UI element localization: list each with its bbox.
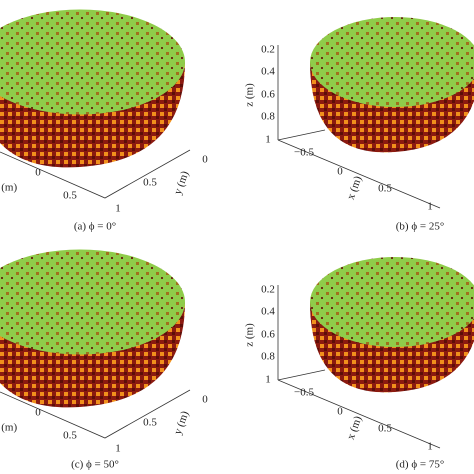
- axis-label: −0.5: [294, 147, 314, 159]
- caption: (b) ϕ = 25°: [396, 221, 444, 233]
- axis-label: 0: [202, 394, 208, 406]
- axis-label: y (m): [172, 169, 192, 196]
- axis-label: 0.2: [261, 284, 275, 296]
- axis-label: 0.5: [378, 423, 392, 435]
- axis-label: r (m): [0, 182, 17, 194]
- axis-label: 0: [337, 166, 343, 178]
- caption: (a) ϕ = 0°: [74, 221, 116, 233]
- axis-label: 0: [35, 407, 41, 419]
- voxel-top: [0, 9, 185, 115]
- voxel-top: [310, 17, 474, 107]
- axis: [0, 149, 191, 199]
- voxel-top: [310, 257, 474, 347]
- axis-label: 0.5: [143, 177, 157, 189]
- caption: (c) ϕ = 50°: [71, 459, 119, 471]
- axis-label: 0.6: [261, 89, 275, 101]
- axis-label: 0.4: [261, 306, 275, 318]
- axis-label: 0: [202, 154, 208, 166]
- axis-label: 0.4: [261, 66, 275, 78]
- axis-label: x (m): [345, 174, 365, 201]
- axis-label: 1: [265, 134, 271, 146]
- axis-label: x (m): [345, 414, 365, 441]
- axis-label: 0: [35, 167, 41, 179]
- axis-label: 1: [427, 201, 433, 213]
- axis-label: 0.8: [261, 351, 275, 363]
- voxel-top: [0, 249, 185, 355]
- axis-label: r (m): [0, 422, 17, 434]
- axis-label: 0.2: [261, 44, 275, 56]
- axis-label: z (m): [244, 83, 256, 107]
- axis-label: 0: [337, 406, 343, 418]
- caption: (d) ϕ = 75°: [396, 459, 444, 471]
- axis-label: 1: [115, 443, 121, 455]
- axis-label: 0.8: [261, 111, 275, 123]
- axis-label: 0.5: [63, 190, 77, 202]
- axis-label: 0.5: [143, 417, 157, 429]
- axis-label: 1: [427, 441, 433, 453]
- axis: [277, 285, 441, 449]
- axis-label: z (m): [244, 323, 256, 347]
- axis-label: 1: [115, 203, 121, 215]
- axis: [277, 45, 441, 209]
- axis-label: −0.5: [294, 387, 314, 399]
- axis-label: 0.5: [63, 430, 77, 442]
- axis-label: 0.5: [378, 183, 392, 195]
- axis-label: 0.6: [261, 329, 275, 341]
- axis-label: y (m): [172, 409, 192, 436]
- axis-label: 1: [265, 374, 271, 386]
- axis: [0, 389, 191, 439]
